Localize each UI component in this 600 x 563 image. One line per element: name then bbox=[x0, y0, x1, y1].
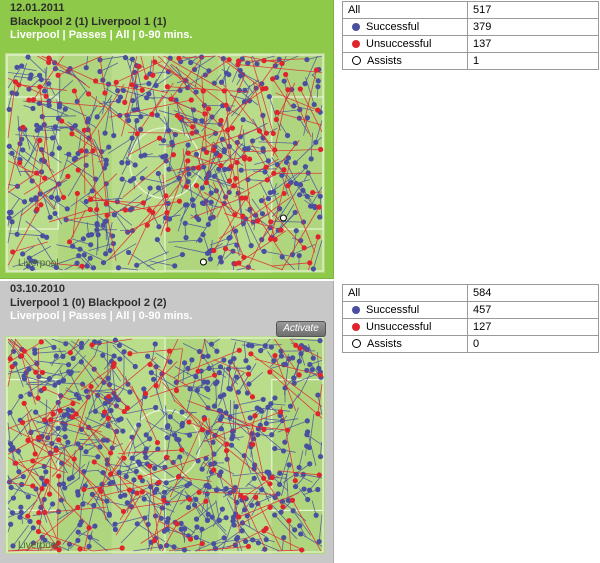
all-value: 584 bbox=[467, 284, 599, 302]
team-watermark: Liverpool bbox=[18, 258, 59, 269]
match-filter[interactable]: Liverpool | Passes | All | 0-90 mins. bbox=[10, 29, 193, 41]
assists-value: 1 bbox=[467, 52, 599, 70]
unsuccessful-label: Unsuccessful bbox=[366, 38, 432, 50]
all-label: All bbox=[342, 1, 468, 19]
all-value: 517 bbox=[467, 1, 599, 19]
stats-row-assists: Assists 1 bbox=[342, 52, 599, 70]
unsuccessful-label: Unsuccessful bbox=[366, 321, 432, 333]
ring-dot-icon bbox=[352, 339, 361, 348]
successful-value: 457 bbox=[467, 301, 599, 319]
successful-label: Successful bbox=[366, 304, 420, 316]
ring-dot-icon bbox=[352, 56, 361, 65]
pass-map-canvas bbox=[5, 53, 325, 273]
all-label: All bbox=[342, 284, 468, 302]
successful-value: 379 bbox=[467, 18, 599, 36]
red-dot-icon bbox=[352, 323, 360, 331]
successful-label: Successful bbox=[366, 21, 420, 33]
pass-map-pitch bbox=[5, 336, 325, 554]
match-panel-2011: 12.01.2011 Blackpool 2 (1) Liverpool 1 (… bbox=[0, 0, 334, 279]
pass-stats-table: All 584 Successful 457 Unsuccessful 127 … bbox=[342, 284, 599, 353]
stats-row-unsuccessful: Unsuccessful 137 bbox=[342, 35, 599, 53]
pass-map-canvas bbox=[5, 336, 325, 554]
match-header: 03.10.2010 Liverpool 1 (0) Blackpool 2 (… bbox=[10, 283, 192, 324]
match-date: 03.10.2010 bbox=[10, 283, 66, 295]
blue-dot-icon bbox=[352, 306, 360, 314]
unsuccessful-value: 137 bbox=[467, 35, 599, 53]
red-dot-icon bbox=[352, 40, 360, 48]
team-watermark: Liverpool bbox=[18, 540, 59, 551]
match-header: 12.01.2011 Blackpool 2 (1) Liverpool 1 (… bbox=[10, 2, 192, 43]
match-score: Liverpool 1 (0) Blackpool 2 (2) bbox=[10, 296, 167, 309]
stats-row-successful: Successful 457 bbox=[342, 301, 599, 319]
assists-label: Assists bbox=[367, 338, 402, 350]
stats-row-all: All 517 bbox=[342, 1, 599, 19]
stats-row-assists: Assists 0 bbox=[342, 335, 599, 353]
stats-row-unsuccessful: Unsuccessful 127 bbox=[342, 318, 599, 336]
activate-button[interactable]: Activate bbox=[276, 321, 326, 337]
assists-label: Assists bbox=[367, 55, 402, 67]
pass-markers bbox=[6, 337, 324, 553]
match-date: 12.01.2011 bbox=[10, 2, 65, 14]
pass-markers bbox=[6, 54, 324, 272]
blue-dot-icon bbox=[352, 23, 360, 31]
stats-row-all: All 584 bbox=[342, 284, 599, 302]
pass-map-pitch bbox=[5, 53, 325, 273]
stats-row-successful: Successful 379 bbox=[342, 18, 599, 36]
assists-value: 0 bbox=[467, 335, 599, 353]
match-score: Blackpool 2 (1) Liverpool 1 (1) bbox=[10, 15, 167, 28]
pass-stats-table: All 517 Successful 379 Unsuccessful 137 … bbox=[342, 1, 599, 70]
match-filter[interactable]: Liverpool | Passes | All | 0-90 mins. bbox=[10, 310, 193, 322]
unsuccessful-value: 127 bbox=[467, 318, 599, 336]
